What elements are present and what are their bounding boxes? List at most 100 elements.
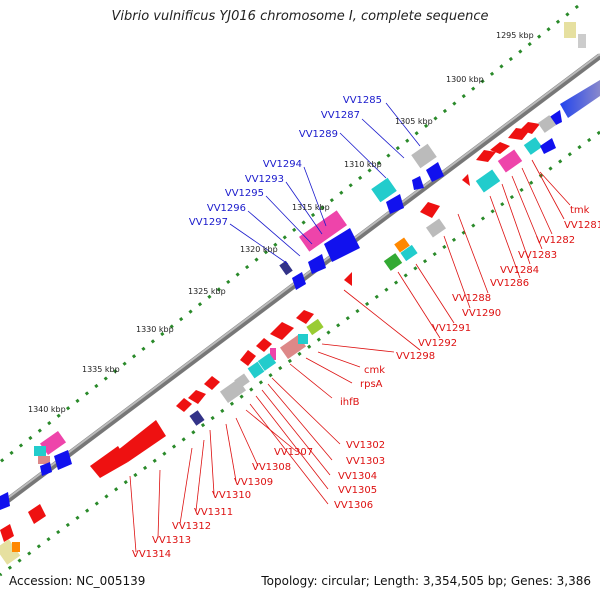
gene-forward[interactable] <box>411 143 437 169</box>
gene-label[interactable]: VV1310 <box>212 490 251 501</box>
gene-reverse[interactable] <box>420 202 440 218</box>
gene-reverse[interactable] <box>490 142 510 154</box>
gene-forward[interactable] <box>298 210 348 252</box>
gene-label[interactable]: VV1286 <box>490 278 529 289</box>
gene-forward[interactable] <box>564 22 576 38</box>
gene-label[interactable]: rpsA <box>360 379 383 390</box>
gene-forward[interactable] <box>54 450 72 470</box>
gene-label[interactable]: tmk <box>570 205 590 216</box>
gene-reverse[interactable] <box>344 272 352 286</box>
map-title: Vibrio vulnificus YJ016 chromosome I, co… <box>111 9 489 24</box>
gene-label[interactable]: VV1297 <box>189 217 228 228</box>
gene-label[interactable]: cmk <box>364 365 385 376</box>
gene-forward[interactable] <box>40 462 52 476</box>
gene-label[interactable]: VV1284 <box>500 265 539 276</box>
gene-reverse[interactable] <box>475 169 501 193</box>
gene-forward[interactable] <box>308 254 326 274</box>
gene-forward[interactable] <box>38 456 50 464</box>
gene-label[interactable]: VV1308 <box>252 462 291 473</box>
gene-label[interactable]: VV1298 <box>396 351 435 362</box>
gene-forward[interactable] <box>386 194 404 214</box>
gene-reverse[interactable] <box>270 322 294 340</box>
gene-reverse[interactable] <box>204 376 220 390</box>
tick-label: 1340 kbp <box>28 405 66 414</box>
gene-reverse[interactable] <box>240 350 256 366</box>
inner-dotted-track <box>0 130 600 577</box>
gene-label[interactable]: VV1283 <box>518 250 557 261</box>
gene-forward[interactable] <box>560 80 600 118</box>
tick-label: 1300 kbp <box>446 75 484 84</box>
accession-text: Accession: NC_005139 <box>9 574 146 588</box>
gene-label[interactable]: VV1305 <box>338 485 377 496</box>
gene-reverse[interactable] <box>537 115 557 133</box>
gene-forward[interactable] <box>578 34 586 48</box>
gene-forward[interactable] <box>324 228 360 262</box>
gene-reverse[interactable] <box>219 378 247 404</box>
gene-reverse[interactable] <box>426 218 446 238</box>
gene-reverse[interactable] <box>394 237 410 253</box>
gene-label[interactable]: VV1291 <box>432 323 471 334</box>
gene-reverse[interactable] <box>90 446 128 478</box>
gene-label[interactable]: VV1307 <box>274 447 313 458</box>
gene-label[interactable]: VV1281 <box>564 220 600 231</box>
gene-label[interactable]: VV1313 <box>152 535 191 546</box>
gene-label[interactable]: VV1312 <box>172 521 211 532</box>
gene-label[interactable]: VV1294 <box>263 159 302 170</box>
gene-label[interactable]: VV1288 <box>452 293 491 304</box>
reverse-gene-labels: tmk VV1281 VV1282 VV1283 VV1284 VV1286 V… <box>132 205 600 560</box>
gene-reverse[interactable] <box>12 542 20 552</box>
gene-label[interactable]: VV1309 <box>234 477 273 488</box>
gene-reverse[interactable] <box>0 539 21 565</box>
gene-reverse[interactable] <box>188 390 206 404</box>
gene-label[interactable]: VV1302 <box>346 440 385 451</box>
gene-forward[interactable] <box>371 177 397 203</box>
gene-reverse[interactable] <box>28 504 46 524</box>
gene-reverse[interactable] <box>247 361 265 379</box>
gene-reverse[interactable] <box>176 398 192 412</box>
gene-forward[interactable] <box>412 176 424 190</box>
gene-label[interactable]: VV1304 <box>338 471 377 482</box>
gene-reverse[interactable] <box>257 353 277 371</box>
gene-label[interactable]: VV1287 <box>321 110 360 121</box>
gene-forward[interactable] <box>39 430 67 456</box>
gene-reverse[interactable] <box>383 253 403 271</box>
tick-label: 1295 kbp <box>496 31 534 40</box>
gene-label[interactable]: VV1311 <box>194 507 233 518</box>
gene-reverse[interactable] <box>476 150 496 162</box>
gene-reverse[interactable] <box>298 334 308 344</box>
gene-label[interactable]: VV1314 <box>132 549 171 560</box>
gene-reverse[interactable] <box>520 122 540 134</box>
gene-forward[interactable] <box>279 260 293 276</box>
gene-label[interactable]: VV1296 <box>207 203 246 214</box>
gene-label[interactable]: VV1295 <box>225 188 264 199</box>
gene-label[interactable]: VV1290 <box>462 308 501 319</box>
gene-label[interactable]: ihfB <box>340 397 360 408</box>
gene-reverse[interactable] <box>306 318 324 336</box>
gene-reverse[interactable] <box>256 338 272 352</box>
gene-label[interactable]: VV1303 <box>346 456 385 467</box>
gene-reverse[interactable] <box>523 137 543 155</box>
gene-reverse[interactable] <box>118 420 166 462</box>
gene-reverse[interactable] <box>189 410 205 426</box>
gene-reverse[interactable] <box>400 244 418 262</box>
tick-label: 1320 kbp <box>240 245 278 254</box>
gene-reverse[interactable] <box>540 138 556 154</box>
gene-forward[interactable] <box>0 492 10 510</box>
gene-forward[interactable] <box>292 272 306 290</box>
gene-label[interactable]: VV1289 <box>299 129 338 140</box>
gene-label[interactable]: VV1306 <box>334 500 373 511</box>
gene-label[interactable]: VV1292 <box>418 338 457 349</box>
gene-label[interactable]: VV1293 <box>245 174 284 185</box>
gene-reverse[interactable] <box>296 310 314 324</box>
gene-reverse[interactable] <box>0 524 14 542</box>
forward-gene-labels: VV1285 VV1287 VV1289 VV1294 VV1293 VV129… <box>189 95 382 228</box>
gene-forward[interactable] <box>426 162 444 182</box>
gene-reverse[interactable] <box>497 149 523 173</box>
gene-reverse[interactable] <box>462 174 470 186</box>
gene-forward[interactable] <box>34 446 46 456</box>
gene-label[interactable]: VV1285 <box>343 95 382 106</box>
genome-summary-text: Topology: circular; Length: 3,354,505 bp… <box>261 574 591 588</box>
gene-reverse[interactable] <box>270 348 276 360</box>
gene-label[interactable]: VV1282 <box>536 235 575 246</box>
